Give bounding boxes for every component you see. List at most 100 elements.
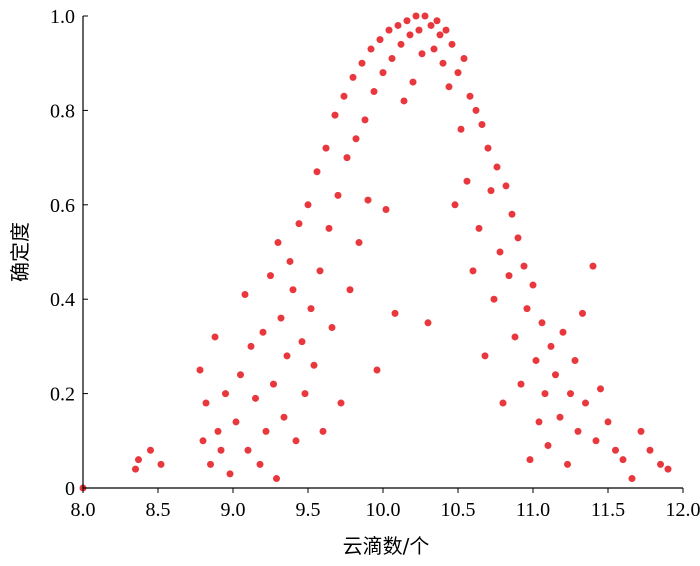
- data-point-0-118: [552, 371, 559, 379]
- data-point-0-97: [487, 187, 495, 195]
- y-tick-label-0: 0: [65, 478, 75, 500]
- data-point-0-105: [511, 333, 519, 341]
- data-point-0-58: [370, 88, 378, 96]
- data-point-0-103: [505, 272, 513, 280]
- data-point-0-134: [637, 427, 645, 435]
- data-point-0-68: [400, 97, 408, 105]
- data-point-0-78: [430, 45, 438, 53]
- data-point-0-46: [334, 191, 342, 199]
- data-point-0-102: [502, 182, 510, 190]
- data-point-0-48: [340, 92, 348, 100]
- data-point-0-6: [199, 437, 207, 445]
- data-point-0-77: [427, 21, 435, 29]
- data-point-0-119: [556, 413, 564, 421]
- data-point-0-81: [439, 59, 447, 67]
- data-point-0-115: [541, 390, 549, 398]
- data-point-0-44: [328, 324, 336, 332]
- data-point-0-59: [373, 366, 381, 374]
- data-point-0-112: [532, 357, 540, 365]
- data-point-0-41: [319, 427, 327, 435]
- data-point-0-107: [517, 380, 525, 388]
- x-tick-label-7: 11.5: [591, 499, 625, 521]
- y-tick-label-1: 0.2: [50, 384, 75, 406]
- data-point-0-34: [298, 338, 306, 346]
- x-tick-label-8: 12.0: [666, 499, 700, 521]
- data-point-0-116: [544, 442, 552, 450]
- data-point-0-106: [514, 234, 522, 242]
- data-point-0-2: [135, 456, 142, 464]
- data-point-0-125: [579, 309, 586, 317]
- data-point-0-86: [454, 69, 462, 77]
- data-point-0-74: [418, 50, 426, 58]
- data-point-0-40: [316, 267, 324, 275]
- data-point-0-129: [597, 385, 604, 393]
- data-point-0-136: [657, 460, 664, 468]
- data-point-0-117: [547, 342, 555, 350]
- data-point-0-7: [202, 399, 210, 407]
- x-tick-label-4: 10.0: [366, 499, 401, 521]
- x-tick-label-3: 9.5: [296, 499, 321, 521]
- data-point-0-16: [241, 290, 249, 298]
- data-point-0-132: [619, 456, 627, 464]
- data-point-0-76: [424, 319, 432, 327]
- data-point-0-65: [391, 309, 399, 317]
- data-point-0-37: [307, 305, 315, 313]
- data-point-0-21: [259, 328, 267, 336]
- data-point-0-50: [346, 286, 354, 294]
- data-point-0-56: [364, 196, 372, 204]
- data-point-0-100: [496, 248, 504, 256]
- data-point-0-11: [217, 446, 225, 454]
- data-point-0-9: [211, 333, 219, 341]
- data-point-0-99: [493, 163, 501, 171]
- data-point-0-20: [256, 460, 264, 468]
- data-point-0-29: [283, 352, 291, 360]
- data-point-0-88: [460, 54, 468, 62]
- data-point-0-43: [325, 224, 333, 232]
- data-point-0-25: [273, 475, 280, 483]
- data-point-0-23: [267, 272, 274, 280]
- data-point-0-10: [214, 427, 222, 435]
- data-point-0-72: [412, 12, 420, 20]
- data-point-0-61: [379, 69, 387, 77]
- data-point-0-120: [559, 328, 567, 336]
- data-point-0-1: [132, 465, 139, 473]
- data-point-0-35: [301, 390, 309, 398]
- data-point-0-17: [244, 446, 252, 454]
- data-point-0-19: [252, 394, 259, 402]
- y-tick-label-5: 1.0: [50, 6, 75, 28]
- data-point-0-60: [376, 36, 384, 44]
- data-point-0-27: [277, 314, 285, 322]
- data-point-0-113: [535, 418, 543, 426]
- data-point-0-33: [295, 220, 303, 228]
- x-axis-title: 云滴数/个: [343, 534, 430, 558]
- data-point-0-80: [436, 31, 444, 39]
- data-point-0-63: [385, 26, 393, 34]
- data-point-0-14: [232, 418, 240, 426]
- data-point-0-135: [646, 446, 654, 454]
- data-point-0-39: [313, 168, 321, 176]
- data-point-0-92: [472, 106, 480, 114]
- data-point-0-137: [664, 465, 672, 473]
- data-point-0-13: [226, 470, 234, 478]
- data-point-0-75: [421, 12, 429, 20]
- data-point-0-51: [349, 73, 357, 81]
- data-point-0-49: [343, 154, 351, 162]
- data-point-0-111: [529, 281, 537, 289]
- data-point-0-42: [322, 144, 330, 152]
- data-point-0-79: [433, 17, 441, 25]
- data-point-0-66: [394, 21, 402, 29]
- data-point-0-87: [457, 125, 465, 133]
- data-point-0-18: [247, 342, 255, 350]
- data-point-0-89: [463, 177, 471, 185]
- points-layer: [79, 12, 672, 492]
- data-point-0-31: [289, 286, 297, 294]
- data-point-0-101: [499, 399, 507, 407]
- y-axis-title: 确定度: [8, 222, 32, 282]
- data-point-0-82: [442, 26, 450, 34]
- y-tick-label-4: 0.8: [50, 100, 75, 122]
- data-point-0-15: [237, 371, 244, 379]
- data-point-0-126: [582, 399, 589, 407]
- data-point-0-108: [520, 262, 528, 270]
- data-point-0-3: [147, 446, 154, 454]
